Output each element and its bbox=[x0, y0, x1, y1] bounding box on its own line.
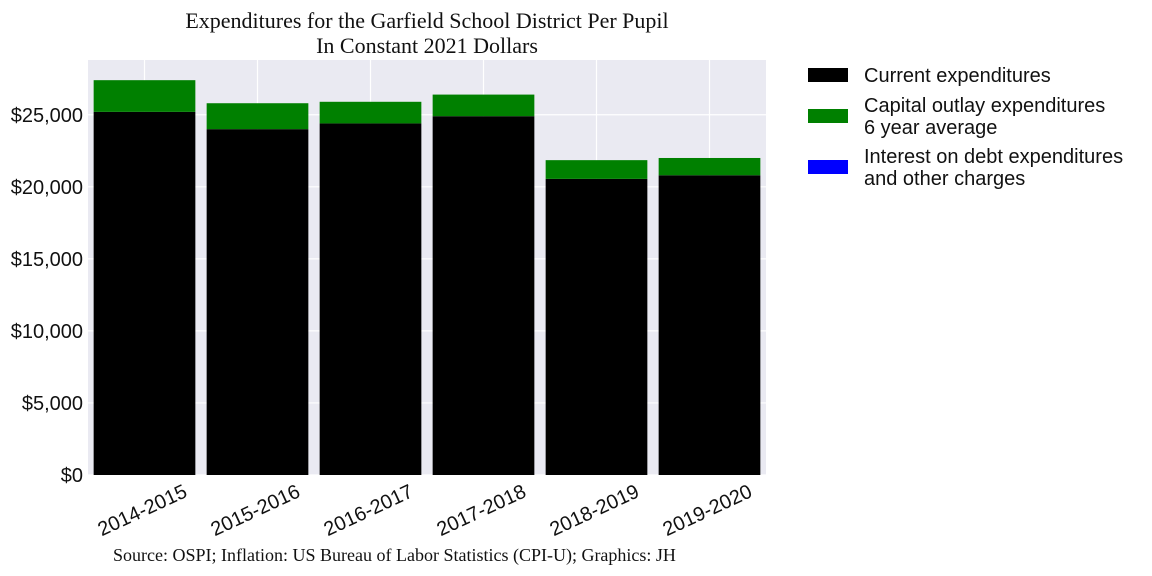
y-tick-label: $10,000 bbox=[11, 321, 83, 343]
x-tick-label: 2016-2017 bbox=[321, 481, 417, 541]
bars bbox=[93, 80, 761, 476]
bar-segment bbox=[319, 123, 422, 476]
legend-swatch bbox=[808, 68, 848, 82]
y-tick-label: $25,000 bbox=[11, 105, 83, 127]
chart-title-line: Expenditures for the Garfield School Dis… bbox=[185, 8, 668, 33]
legend-label: and other charges bbox=[864, 168, 1025, 190]
bar-segment bbox=[658, 157, 761, 176]
bar-segment bbox=[206, 103, 309, 130]
legend-swatch bbox=[808, 160, 848, 174]
bar-segment bbox=[93, 111, 196, 475]
legend: Current expenditures Capital outlay expen… bbox=[808, 65, 1123, 190]
legend-label: Current expenditures bbox=[864, 65, 1051, 87]
bar-segment bbox=[206, 129, 309, 475]
bar-segment bbox=[545, 160, 648, 179]
legend-label: 6 year average bbox=[864, 117, 997, 139]
legend-swatch bbox=[808, 109, 848, 123]
bar-segment bbox=[319, 101, 422, 124]
y-axis: $0 $5,000 $10,000 $15,000 $20,000 $25,000 bbox=[11, 105, 83, 487]
x-tick-label: 2014-2015 bbox=[95, 481, 191, 541]
y-tick-label: $5,000 bbox=[22, 393, 83, 415]
chart-title: Expenditures for the Garfield School Dis… bbox=[185, 8, 668, 58]
bar-segment bbox=[432, 116, 535, 476]
y-tick-label: $20,000 bbox=[11, 177, 83, 199]
legend-label: Interest on debt expenditures bbox=[864, 146, 1123, 168]
bar-segment bbox=[658, 175, 761, 475]
legend-label: Capital outlay expenditures bbox=[864, 95, 1105, 117]
x-tick-label: 2017-2018 bbox=[434, 481, 530, 541]
y-tick-label: $15,000 bbox=[11, 249, 83, 271]
bar-segment bbox=[93, 80, 196, 112]
plot-background bbox=[88, 60, 766, 475]
bar-segment bbox=[432, 94, 535, 117]
x-tick-label: 2019-2020 bbox=[660, 481, 756, 541]
source-note: Source: OSPI; Inflation: US Bureau of La… bbox=[113, 545, 676, 566]
x-tick-label: 2015-2016 bbox=[208, 481, 304, 541]
bar-segment bbox=[545, 178, 648, 476]
y-tick-label: $0 bbox=[61, 465, 83, 487]
chart-title-line: In Constant 2021 Dollars bbox=[316, 33, 538, 58]
x-axis: 2014-2015 2015-2016 2016-2017 2017-2018 2018… bbox=[95, 481, 756, 541]
x-tick-label: 2018-2019 bbox=[547, 481, 643, 541]
